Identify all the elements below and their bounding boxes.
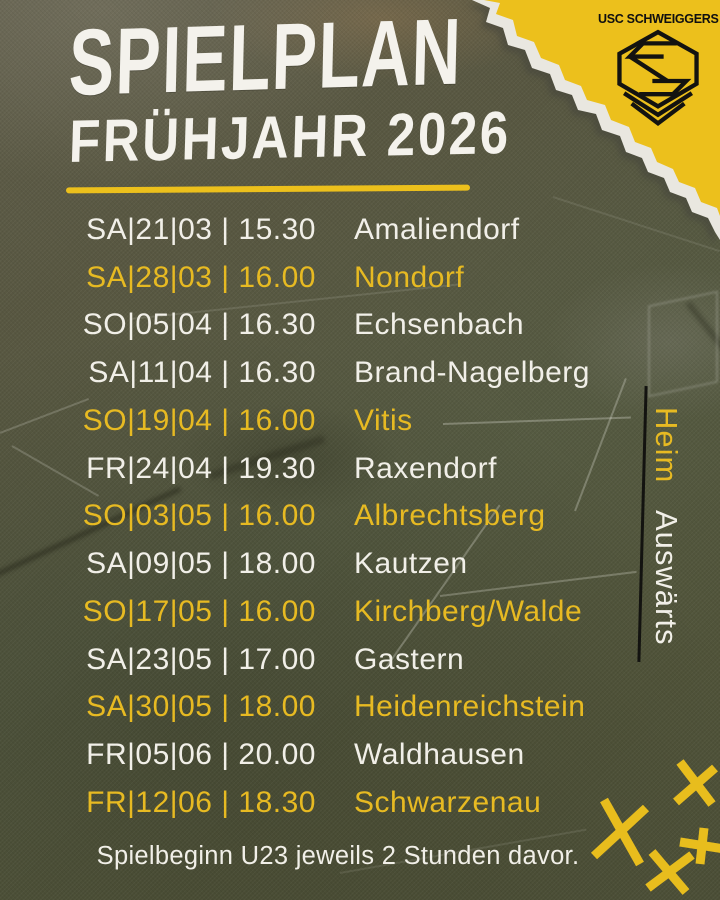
- match-opponent: Amaliendorf: [354, 212, 520, 246]
- schedule-row: SO|05|04 | 16.30 Echsenbach: [0, 302, 720, 350]
- schedule-row: FR|24|04 | 19.30 Raxendorf: [0, 445, 720, 493]
- x-marks-decoration: [590, 759, 720, 895]
- match-opponent: Kautzen: [354, 547, 468, 581]
- match-datetime: SO|05|04 | 16.30: [82, 308, 316, 342]
- match-opponent: Echsenbach: [354, 308, 525, 342]
- match-opponent: Waldhausen: [354, 738, 525, 772]
- schedule-row: FR|05|06 | 20.00 Waldhausen: [0, 731, 720, 779]
- schedule-row: SA|09|05 | 18.00 Kautzen: [0, 540, 720, 588]
- match-opponent: Albrechtsberg: [354, 499, 546, 533]
- torn-paper-splash: [472, 0, 720, 240]
- match-opponent: Kirchberg/Walde: [354, 594, 583, 628]
- match-datetime: FR|12|06 | 18.30: [86, 785, 316, 819]
- poster-subtitle: FRÜHJAHR 2026: [68, 98, 512, 175]
- match-datetime: SO|19|04 | 16.00: [82, 403, 316, 437]
- club-emblem-icon: [617, 29, 699, 127]
- match-datetime: SO|03|05 | 16.00: [82, 499, 316, 533]
- match-datetime: SA|11|04 | 16.30: [88, 356, 316, 390]
- club-name: USC SCHWEIGGERS: [598, 12, 719, 26]
- title-underline: [65, 184, 471, 194]
- poster-title: SPIELPLAN: [67, 0, 464, 115]
- schedule-row: SA|23|05 | 17.00 Gastern: [0, 636, 720, 684]
- match-datetime: SA|30|05 | 18.00: [86, 690, 316, 724]
- footer-note: Spielbeginn U23 jeweils 2 Stunden davor.: [96, 842, 580, 870]
- match-opponent: Brand-Nagelberg: [354, 356, 590, 390]
- match-opponent: Heidenreichstein: [354, 690, 586, 724]
- schedule-row: SA|11|04 | 16.30 Brand-Nagelberg: [0, 349, 720, 397]
- legend-heim-label: Heim: [649, 407, 684, 484]
- match-opponent: Nondorf: [354, 260, 465, 294]
- club-logo: USC SCHWEIGGERS: [598, 12, 719, 138]
- match-datetime: SA|21|03 | 15.30: [86, 212, 316, 246]
- schedule-row: SO|17|05 | 16.00 Kirchberg/Walde: [0, 588, 720, 636]
- schedule-row: FR|12|06 | 18.30 Schwarzenau: [0, 779, 720, 827]
- match-opponent: Vitis: [354, 403, 413, 437]
- match-opponent: Schwarzenau: [354, 785, 542, 819]
- match-datetime: SO|17|05 | 16.00: [82, 594, 316, 628]
- match-datetime: SA|23|05 | 17.00: [86, 642, 316, 676]
- match-datetime: SA|28|03 | 16.00: [86, 260, 316, 294]
- schedule-row: SA|21|03 | 15.30 Amaliendorf: [0, 206, 720, 254]
- schedule-row: SA|28|03 | 16.00 Nondorf: [0, 254, 720, 302]
- legend-auswaerts-label: Auswärts: [649, 510, 684, 646]
- match-datetime: FR|05|06 | 20.00: [86, 738, 316, 772]
- schedule-row: SO|03|05 | 16.00 Albrechtsberg: [0, 493, 720, 541]
- match-datetime: SA|09|05 | 18.00: [86, 547, 316, 581]
- match-datetime: FR|24|04 | 19.30: [86, 451, 316, 485]
- schedule-row: SO|19|04 | 16.00 Vitis: [0, 397, 720, 445]
- match-opponent: Gastern: [354, 642, 465, 676]
- schedule-row: SA|30|05 | 18.00 Heidenreichstein: [0, 684, 720, 732]
- schedule-list: SA|21|03 | 15.30 Amaliendorf SA|28|03 | 16…: [0, 206, 720, 827]
- match-opponent: Raxendorf: [354, 451, 497, 485]
